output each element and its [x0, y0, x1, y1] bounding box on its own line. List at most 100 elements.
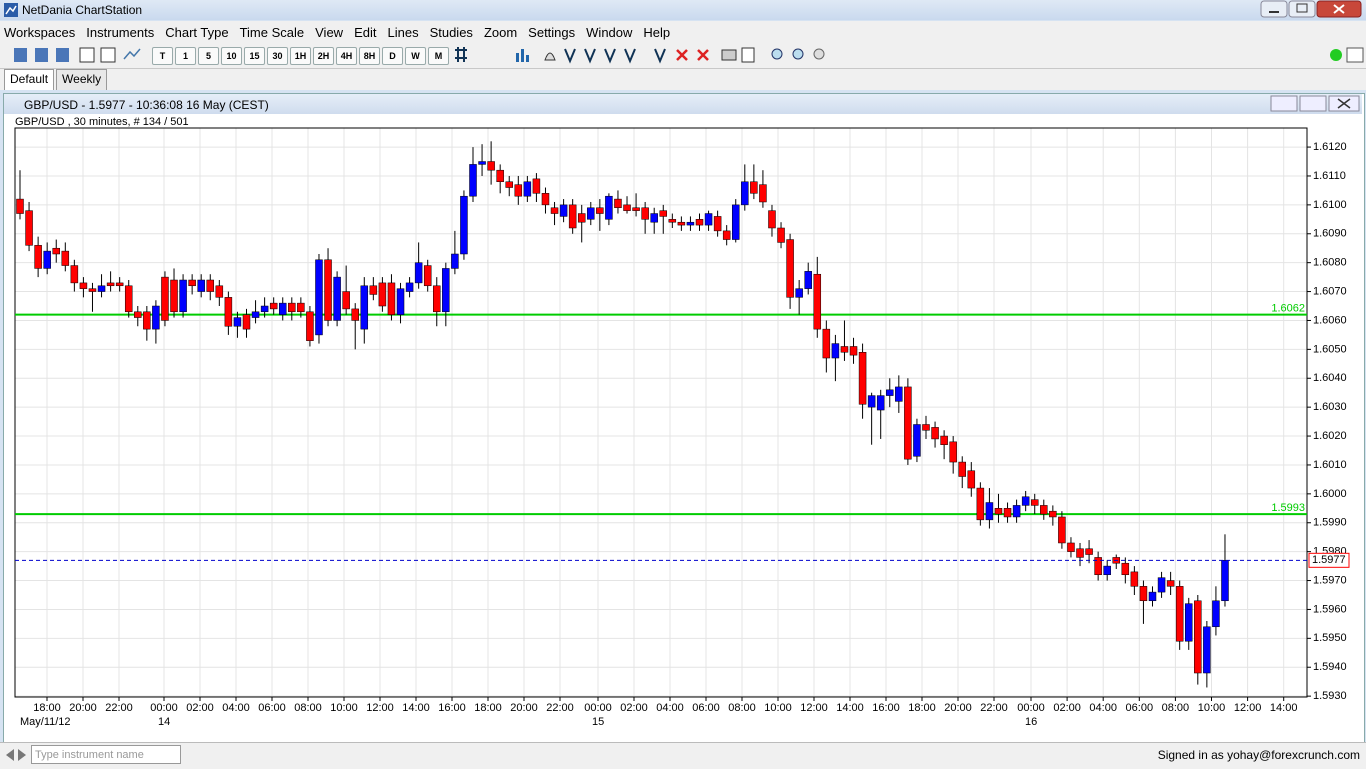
last-price-box	[1308, 552, 1350, 568]
timeframe-button[interactable]: 15	[244, 47, 265, 65]
candle-body	[958, 461, 966, 477]
x-tick-label: 18:00	[33, 702, 61, 714]
menu-item[interactable]: Instruments	[86, 24, 155, 40]
x-tick-label: 06:00	[258, 702, 286, 714]
candle-body	[1175, 586, 1184, 642]
x-tick-label: 14:00	[1270, 702, 1298, 714]
timeframe-button[interactable]: 2H	[313, 47, 334, 65]
timeframe-button[interactable]: 10	[221, 47, 242, 65]
candle-body	[840, 346, 849, 353]
timeframe-button[interactable]: 1	[175, 47, 196, 65]
x-tick-label: 20:00	[944, 702, 972, 714]
timeframe-button[interactable]: D	[382, 47, 403, 65]
y-tick-label: 1.6030	[1313, 401, 1347, 413]
candle-body	[1030, 499, 1039, 506]
menu-item[interactable]: Chart Type	[165, 24, 229, 40]
y-tick-label: 1.6080	[1313, 257, 1347, 269]
y-tick-label: 1.6120	[1313, 141, 1347, 153]
y-tick-label: 1.6050	[1313, 343, 1347, 355]
timeframe-button[interactable]: 5	[198, 47, 219, 65]
candle-body	[741, 181, 749, 206]
candle-body	[568, 204, 577, 229]
candle-body	[994, 508, 1003, 515]
candle-body	[596, 207, 604, 214]
candle-body	[922, 424, 930, 431]
candle-body	[876, 395, 885, 411]
timeframe-button[interactable]: W	[405, 47, 426, 65]
candle-body	[251, 311, 260, 318]
timeframe-button[interactable]: T	[152, 47, 173, 65]
tab[interactable]: Default	[4, 69, 55, 90]
candle-body	[79, 282, 88, 289]
level-label: 1.5993	[1271, 502, 1305, 514]
app-icon	[4, 3, 18, 17]
x-tick-label: 02:00	[186, 702, 214, 714]
candle-body	[405, 282, 414, 292]
menu-item[interactable]: Help	[643, 24, 671, 40]
window-controls[interactable]	[1260, 0, 1364, 19]
candle-body	[315, 259, 323, 336]
candle-body	[822, 328, 831, 359]
candle-body	[342, 291, 350, 310]
candle-body	[360, 285, 369, 330]
candle-body	[1157, 577, 1166, 593]
menu-item[interactable]: View	[315, 24, 344, 40]
candle-body	[813, 273, 822, 330]
x-tick-label: 12:00	[366, 702, 394, 714]
menu-item[interactable]: Lines	[387, 24, 419, 40]
x-tick-label: 18:00	[474, 702, 502, 714]
x-tick-label: 12:00	[800, 702, 828, 714]
candle-body	[233, 317, 242, 327]
candle-body	[1103, 565, 1111, 576]
candle-body	[16, 198, 24, 214]
candle-body	[496, 169, 504, 183]
candle-body	[550, 207, 559, 214]
candle-body	[1121, 562, 1130, 576]
menu-item[interactable]: Settings	[528, 24, 576, 40]
candle-body	[333, 276, 341, 321]
x-tick-label: 10:00	[1198, 702, 1226, 714]
candle-body	[650, 213, 658, 223]
candle-body	[1194, 600, 1202, 674]
menu-item[interactable]: Window	[586, 24, 633, 40]
timeframe-button[interactable]: M	[428, 47, 449, 65]
menu-item[interactable]: Time Scale	[239, 24, 305, 40]
candle-body	[686, 221, 695, 226]
chart-background	[4, 114, 1362, 741]
candle-body	[1012, 505, 1021, 518]
timeframe-button[interactable]: 30	[267, 47, 288, 65]
candle-body	[514, 184, 523, 197]
candle-body	[849, 346, 858, 356]
menu-item[interactable]: Workspaces	[4, 24, 76, 40]
candle-body	[1076, 548, 1084, 558]
candle-body	[695, 219, 704, 226]
plot-border	[14, 127, 1308, 698]
x-tick-label: 08:00	[1162, 702, 1190, 714]
instrument-search[interactable]: Type instrument name	[31, 745, 181, 764]
candle-body	[1049, 510, 1057, 518]
chart: GBP/USD , 30 minutes, # 134 / 501 18:00 2…	[4, 114, 1362, 741]
candle-body	[886, 389, 894, 396]
timeframe-button[interactable]: 1H	[290, 47, 311, 65]
x-tick-label: 14:00	[836, 702, 864, 714]
status-icon	[6, 749, 26, 761]
candle-body	[532, 178, 541, 194]
candle-body	[396, 288, 405, 315]
candle-body	[124, 285, 133, 313]
candle-body	[786, 239, 794, 298]
title-bar: NetDania ChartStation	[0, 0, 1366, 20]
candle-body	[1067, 542, 1075, 552]
timeframe-button[interactable]: 8H	[359, 47, 380, 65]
chart-window-controls[interactable]	[1270, 95, 1362, 113]
timeframe-button[interactable]: 4H	[336, 47, 357, 65]
x-tick-label: 08:00	[728, 702, 756, 714]
x-tick-label: 02:00	[620, 702, 648, 714]
candle-body	[351, 308, 359, 321]
tab[interactable]: Weekly	[56, 69, 108, 90]
candle-body	[804, 271, 812, 289]
menu-item[interactable]: Zoom	[483, 24, 518, 40]
menu-item[interactable]: Edit	[354, 24, 377, 40]
app-title: NetDania ChartStation	[22, 3, 143, 17]
menu-item[interactable]: Studies	[429, 24, 473, 40]
